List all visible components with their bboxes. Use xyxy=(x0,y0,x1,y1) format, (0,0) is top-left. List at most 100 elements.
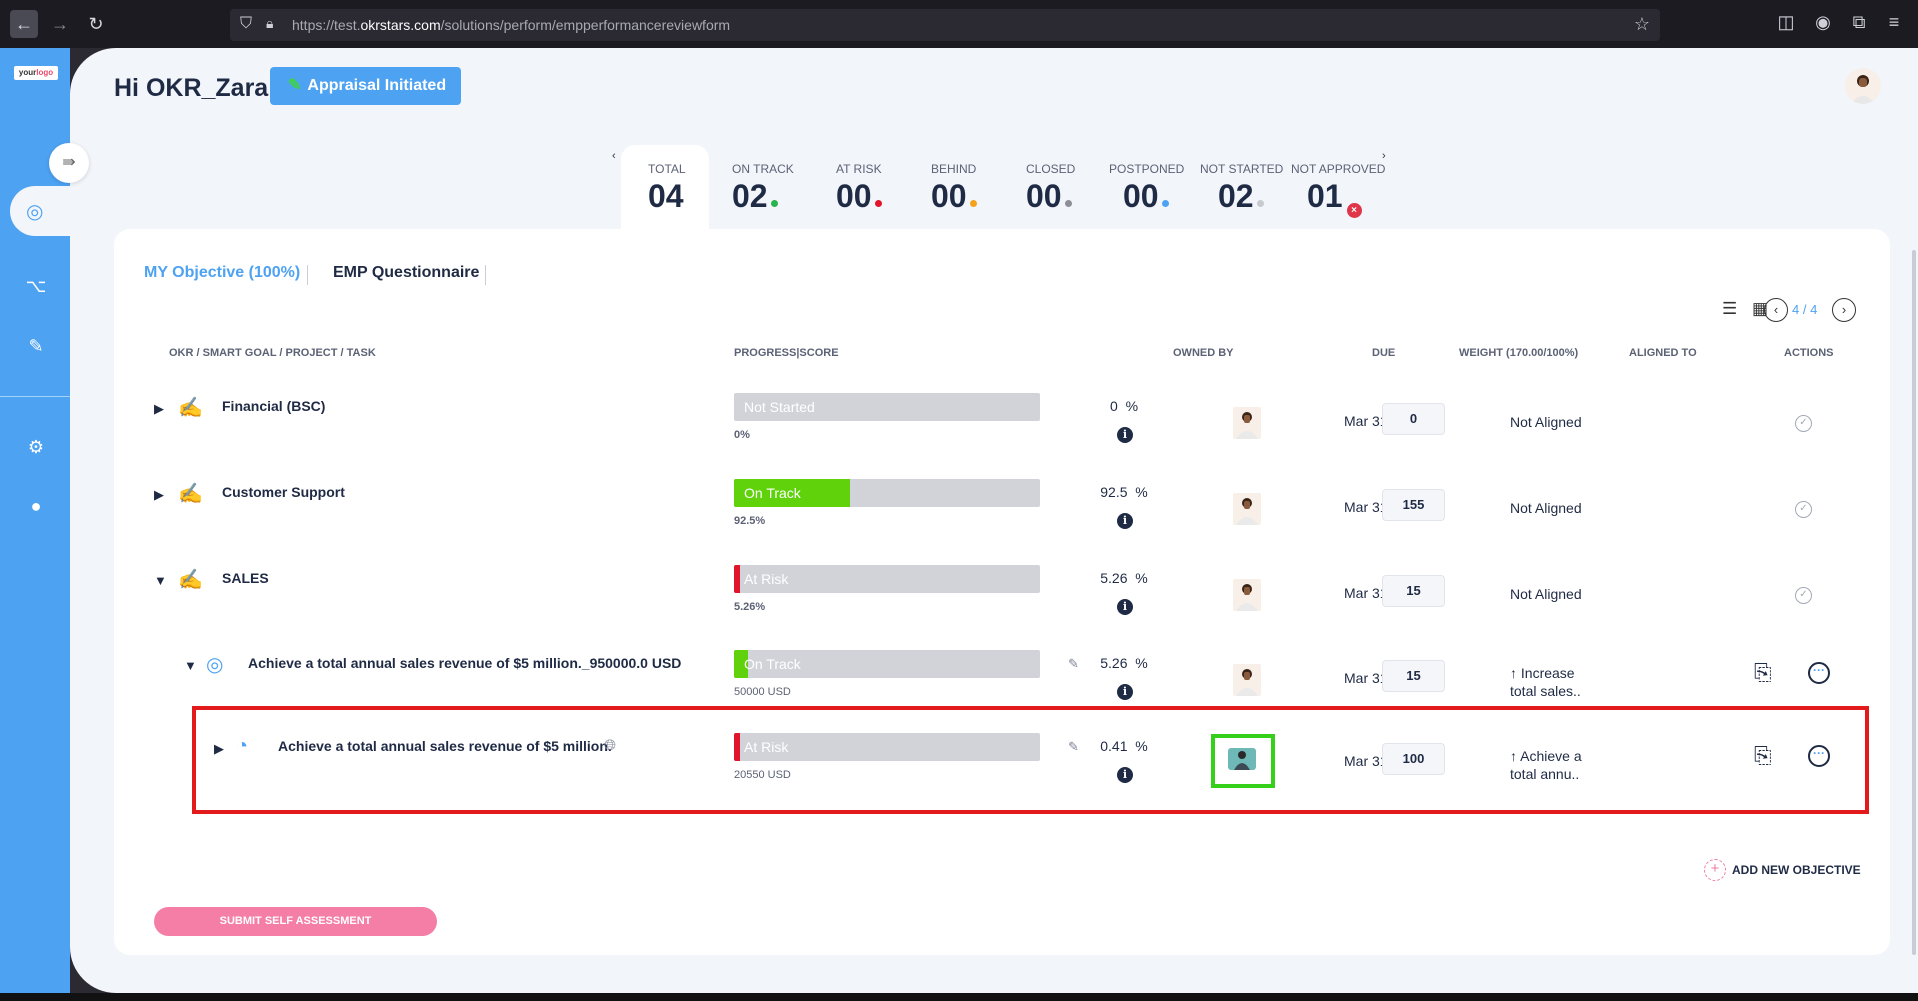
collapse-caret-icon[interactable]: ▼ xyxy=(154,573,167,588)
stat-total[interactable]: TOTAL 04 xyxy=(648,162,686,214)
collapse-caret-icon[interactable]: ▼ xyxy=(184,658,197,673)
forward-icon[interactable]: → xyxy=(51,14,69,34)
aligned-to: ↑ Achieve a total annu.. xyxy=(1510,748,1582,782)
expand-caret-icon[interactable]: ▶ xyxy=(154,401,164,416)
menu-icon[interactable]: ≡ xyxy=(1888,12,1900,32)
stat-behind[interactable]: BEHIND 00 xyxy=(931,162,977,214)
stat-not-approved[interactable]: NOT APPROVED 01 × xyxy=(1291,162,1386,218)
aligned-to: Not Aligned xyxy=(1510,500,1582,516)
progress-subtext: 92.5% xyxy=(734,515,766,527)
url-text[interactable]: https://test.okrstars.com/solutions/perf… xyxy=(292,17,731,33)
info-icon[interactable]: i xyxy=(1117,427,1133,443)
progress-fill xyxy=(734,650,748,678)
tab-divider xyxy=(307,265,308,285)
stat-active-tab xyxy=(621,145,709,230)
row-title[interactable]: Financial (BSC) xyxy=(222,398,326,414)
review-form-icon[interactable]: ✎ xyxy=(28,336,44,356)
speedometer-icon: ◔ xyxy=(236,735,249,757)
weight-field[interactable]: 15 xyxy=(1382,575,1445,607)
avatar[interactable] xyxy=(1845,68,1881,104)
collapse-sidebar-button[interactable]: ⇛ xyxy=(49,143,89,183)
highlighted-row-outline xyxy=(192,706,1869,814)
submit-self-assessment-button[interactable]: SUBMIT SELF ASSESSMENT xyxy=(154,907,437,936)
tab-my-objective[interactable]: MY Objective (100%) xyxy=(144,264,301,281)
taskbar xyxy=(0,993,1918,1001)
globe-icon[interactable]: 🌐︎ xyxy=(604,737,617,754)
weight-field[interactable]: 100 xyxy=(1382,743,1445,775)
weight-field[interactable]: 15 xyxy=(1382,660,1445,692)
row-title[interactable]: Achieve a total annual sales revenue of … xyxy=(278,738,612,754)
row-title[interactable]: SALES xyxy=(222,570,269,586)
pocket-icon[interactable]: ◫ xyxy=(1777,12,1795,32)
prev-page-button[interactable]: ‹ xyxy=(1764,298,1788,322)
table-row: ▼ ◎ Achieve a total annual sales revenue… xyxy=(114,650,1890,730)
more-options-icon[interactable]: ··· xyxy=(1808,662,1830,684)
stats-prev-icon[interactable]: ‹ xyxy=(612,150,616,162)
at-risk-dot xyxy=(874,200,882,207)
expand-caret-icon[interactable]: ▶ xyxy=(154,487,164,502)
owner-avatar[interactable] xyxy=(1233,664,1261,696)
progress-fill xyxy=(734,733,740,761)
account-icon[interactable]: ◉ xyxy=(1815,12,1831,32)
info-icon[interactable]: i xyxy=(1117,599,1133,615)
not-started-dot xyxy=(1256,200,1264,207)
stat-on-track[interactable]: ON TRACK 02 xyxy=(732,162,794,214)
tab-emp-questionnaire[interactable]: EMP Questionnaire xyxy=(333,264,480,281)
weight-field[interactable]: 0 xyxy=(1382,403,1445,435)
next-page-button[interactable]: › xyxy=(1832,298,1856,322)
owner-avatar[interactable] xyxy=(1233,407,1261,439)
stat-closed[interactable]: CLOSED 00 xyxy=(1026,162,1076,214)
bookmark-star-icon[interactable]: ☆ xyxy=(1633,14,1650,34)
progress-subtext: 5.26% xyxy=(734,601,766,613)
owner-avatar[interactable] xyxy=(1228,748,1256,770)
more-options-icon[interactable]: ··· xyxy=(1808,745,1830,767)
objectives-card: MY Objective (100%) EMP Questionnaire ☰ … xyxy=(114,229,1890,955)
extensions-icon[interactable]: ⧉ xyxy=(1852,12,1866,32)
scrollbar[interactable] xyxy=(1912,250,1916,955)
stats-next-icon[interactable]: › xyxy=(1382,150,1386,162)
list-view-icon[interactable]: ☰ xyxy=(1722,299,1738,318)
stat-postponed[interactable]: POSTPONED 00 xyxy=(1109,162,1185,214)
appraisal-status-button[interactable]: ✎ Appraisal Initiated xyxy=(270,67,461,105)
lock-icon[interactable]: 🔒︎ xyxy=(266,15,274,31)
tracking-shield-icon[interactable]: ⛉ xyxy=(240,15,253,32)
info-icon[interactable]: i xyxy=(1117,767,1133,783)
highlighted-owner-outline xyxy=(1211,734,1275,788)
row-title[interactable]: Achieve a total annual sales revenue of … xyxy=(248,655,682,671)
progress-status: At Risk xyxy=(744,571,789,587)
owner-avatar[interactable] xyxy=(1233,493,1261,525)
notes-icon[interactable]: ✎ xyxy=(1068,739,1079,754)
certificate-icon[interactable]: ⎘ xyxy=(1754,660,1772,685)
weight-field[interactable]: 155 xyxy=(1382,489,1445,521)
reload-icon[interactable]: ↻ xyxy=(88,14,104,34)
user-icon[interactable]: ● xyxy=(30,496,42,516)
org-chart-icon[interactable]: ⌥ xyxy=(25,276,47,296)
objective-icon: ✍ xyxy=(178,569,203,591)
stat-not-started[interactable]: NOT STARTED 02 xyxy=(1200,162,1284,214)
approve-check-icon[interactable]: ✓ xyxy=(1795,587,1812,604)
address-bar[interactable]: ⛉ 🔒︎ https://test.okrstars.com/solutions… xyxy=(230,9,1660,41)
certificate-icon[interactable]: ⎘ xyxy=(1754,743,1772,768)
postponed-dot xyxy=(1161,200,1169,207)
view-toolbar: ☰ ▦ ‹ 4 / 4 › xyxy=(1722,297,1862,323)
progress-subtext: 50000 USD xyxy=(734,686,791,698)
target-icon: ◎ xyxy=(26,201,44,223)
close-icon: × xyxy=(1346,203,1362,218)
tab-divider xyxy=(485,265,486,285)
closed-dot xyxy=(1064,200,1072,207)
info-icon[interactable]: i xyxy=(1117,684,1133,700)
stat-at-risk[interactable]: AT RISK 00 xyxy=(836,162,882,214)
progress-subtext: 20550 USD xyxy=(734,769,791,781)
settings-icon[interactable]: ⚙ xyxy=(27,437,45,457)
back-icon[interactable]: ← xyxy=(10,10,38,38)
aligned-to: ↑ Increase total sales.. xyxy=(1510,665,1581,699)
info-icon[interactable]: i xyxy=(1117,513,1133,529)
approve-check-icon[interactable]: ✓ xyxy=(1795,415,1812,432)
notes-icon[interactable]: ✎ xyxy=(1068,656,1079,671)
expand-caret-icon[interactable]: ▶ xyxy=(214,741,224,756)
approve-check-icon[interactable]: ✓ xyxy=(1795,501,1812,518)
col-header-weight: WEIGHT (170.00/100%) xyxy=(1459,347,1579,359)
sidebar-item-okr[interactable]: ◎ xyxy=(10,186,70,236)
row-title[interactable]: Customer Support xyxy=(222,484,345,500)
owner-avatar[interactable] xyxy=(1233,579,1261,611)
